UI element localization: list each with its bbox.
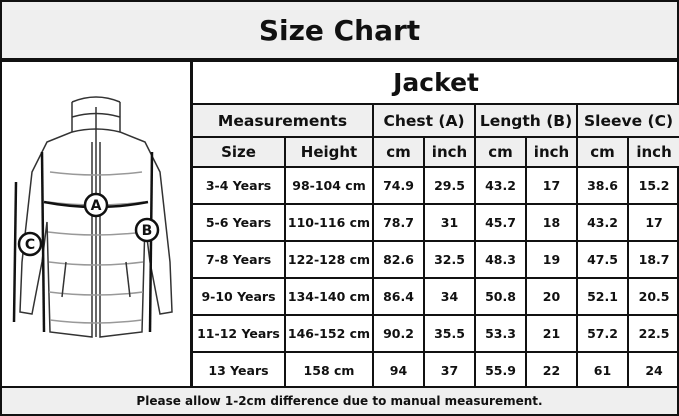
table-cell: 57.2 — [576, 314, 629, 353]
table-cell: 98-104 cm — [284, 166, 374, 205]
header-measurements: Measurements — [191, 103, 374, 138]
table-cell: 20.5 — [626, 277, 679, 316]
table-cell: 74.9 — [372, 166, 425, 205]
table-cell: 37 — [423, 351, 476, 390]
table-cell: 22 — [525, 351, 578, 390]
table-cell: 21 — [525, 314, 578, 353]
table-cell: 55.9 — [474, 351, 527, 390]
header-length: Length (B) — [474, 103, 578, 138]
subheader-row: Size Height cm inch cm inch cm inch — [191, 136, 679, 168]
table-cell: 13 Years — [191, 351, 286, 390]
subheader-cell: inch — [423, 136, 476, 168]
table-cell: 11-12 Years — [191, 314, 286, 353]
table-cell: 61 — [576, 351, 629, 390]
header-sleeve: Sleeve (C) — [575, 103, 679, 138]
table-cell: 45.7 — [474, 203, 527, 242]
table-cell: 43.2 — [474, 166, 527, 205]
table-cell: 122-128 cm — [284, 240, 374, 279]
table-cell: 158 cm — [284, 351, 374, 390]
sleeve-label-c: C — [25, 237, 35, 253]
table-cell: 7-8 Years — [191, 240, 286, 279]
table-cell: 86.4 — [372, 277, 425, 316]
subheader-cell: cm — [474, 136, 527, 168]
chest-label-a: A — [91, 198, 102, 214]
subheader-cell: inch — [626, 136, 679, 168]
subheader-cell: Height — [284, 136, 374, 168]
page-title: Size Chart — [0, 0, 679, 60]
table-cell: 48.3 — [474, 240, 527, 279]
table-cell: 17 — [626, 203, 679, 242]
table-cell: 134-140 cm — [284, 277, 374, 316]
size-table: Jacket Measurements Chest (A) Length (B)… — [190, 60, 679, 390]
product-name: Jacket — [190, 60, 679, 105]
table-cell: 3-4 Years — [191, 166, 286, 205]
table-cell: 110-116 cm — [284, 203, 374, 242]
table-cell: 82.6 — [372, 240, 425, 279]
table-cell: 47.5 — [576, 240, 629, 279]
table-cell: 78.7 — [372, 203, 425, 242]
table-cell: 17 — [525, 166, 578, 205]
table-cell: 18.7 — [626, 240, 679, 279]
table-cell: 20 — [525, 277, 578, 316]
subheader-cell: inch — [525, 136, 578, 168]
table-row: 3-4 Years 98-104 cm 74.9 29.5 43.2 17 38.6 15.2 — [191, 166, 679, 205]
table-row: 7-8 Years 122-128 cm 82.6 32.5 48.3 19 47.5 18.… — [191, 240, 679, 279]
table-cell: 146-152 cm — [284, 314, 374, 353]
subheader-cell: cm — [372, 136, 425, 168]
table-cell: 5-6 Years — [191, 203, 286, 242]
table-cell: 34 — [423, 277, 476, 316]
subheader-cell: cm — [576, 136, 629, 168]
table-row: 13 Years 158 cm 94 37 55.9 22 61 24 — [191, 351, 679, 390]
table-cell: 9-10 Years — [191, 277, 286, 316]
table-cell: 90.2 — [372, 314, 425, 353]
table-cell: 24 — [626, 351, 679, 390]
length-label-b: B — [142, 223, 153, 239]
table-cell: 15.2 — [626, 166, 679, 205]
table-cell: 32.5 — [423, 240, 476, 279]
table-row: 5-6 Years 110-116 cm 78.7 31 45.7 18 43.2 17 — [191, 203, 679, 242]
table-cell: 50.8 — [474, 277, 527, 316]
table-cell: 29.5 — [423, 166, 476, 205]
table-cell: 22.5 — [626, 314, 679, 353]
table-cell: 35.5 — [423, 314, 476, 353]
table-cell: 94 — [372, 351, 425, 390]
header-chest: Chest (A) — [372, 103, 476, 138]
table-cell: 43.2 — [576, 203, 629, 242]
jacket-sketch-icon: A B C — [12, 96, 173, 338]
table-cell: 53.3 — [474, 314, 527, 353]
footer-note: Please allow 1-2cm difference due to man… — [0, 386, 679, 416]
table-cell: 38.6 — [576, 166, 629, 205]
jacket-diagram: A B C — [0, 60, 192, 388]
table-cell: 19 — [525, 240, 578, 279]
table-row: 11-12 Years 146-152 cm 90.2 35.5 53.3 21 57.2 2… — [191, 314, 679, 353]
table-cell: 31 — [423, 203, 476, 242]
subheader-cell: Size — [191, 136, 286, 168]
table-cell: 52.1 — [576, 277, 629, 316]
table-cell: 18 — [525, 203, 578, 242]
table-row: 9-10 Years 134-140 cm 86.4 34 50.8 20 52.1 20.5 — [191, 277, 679, 316]
